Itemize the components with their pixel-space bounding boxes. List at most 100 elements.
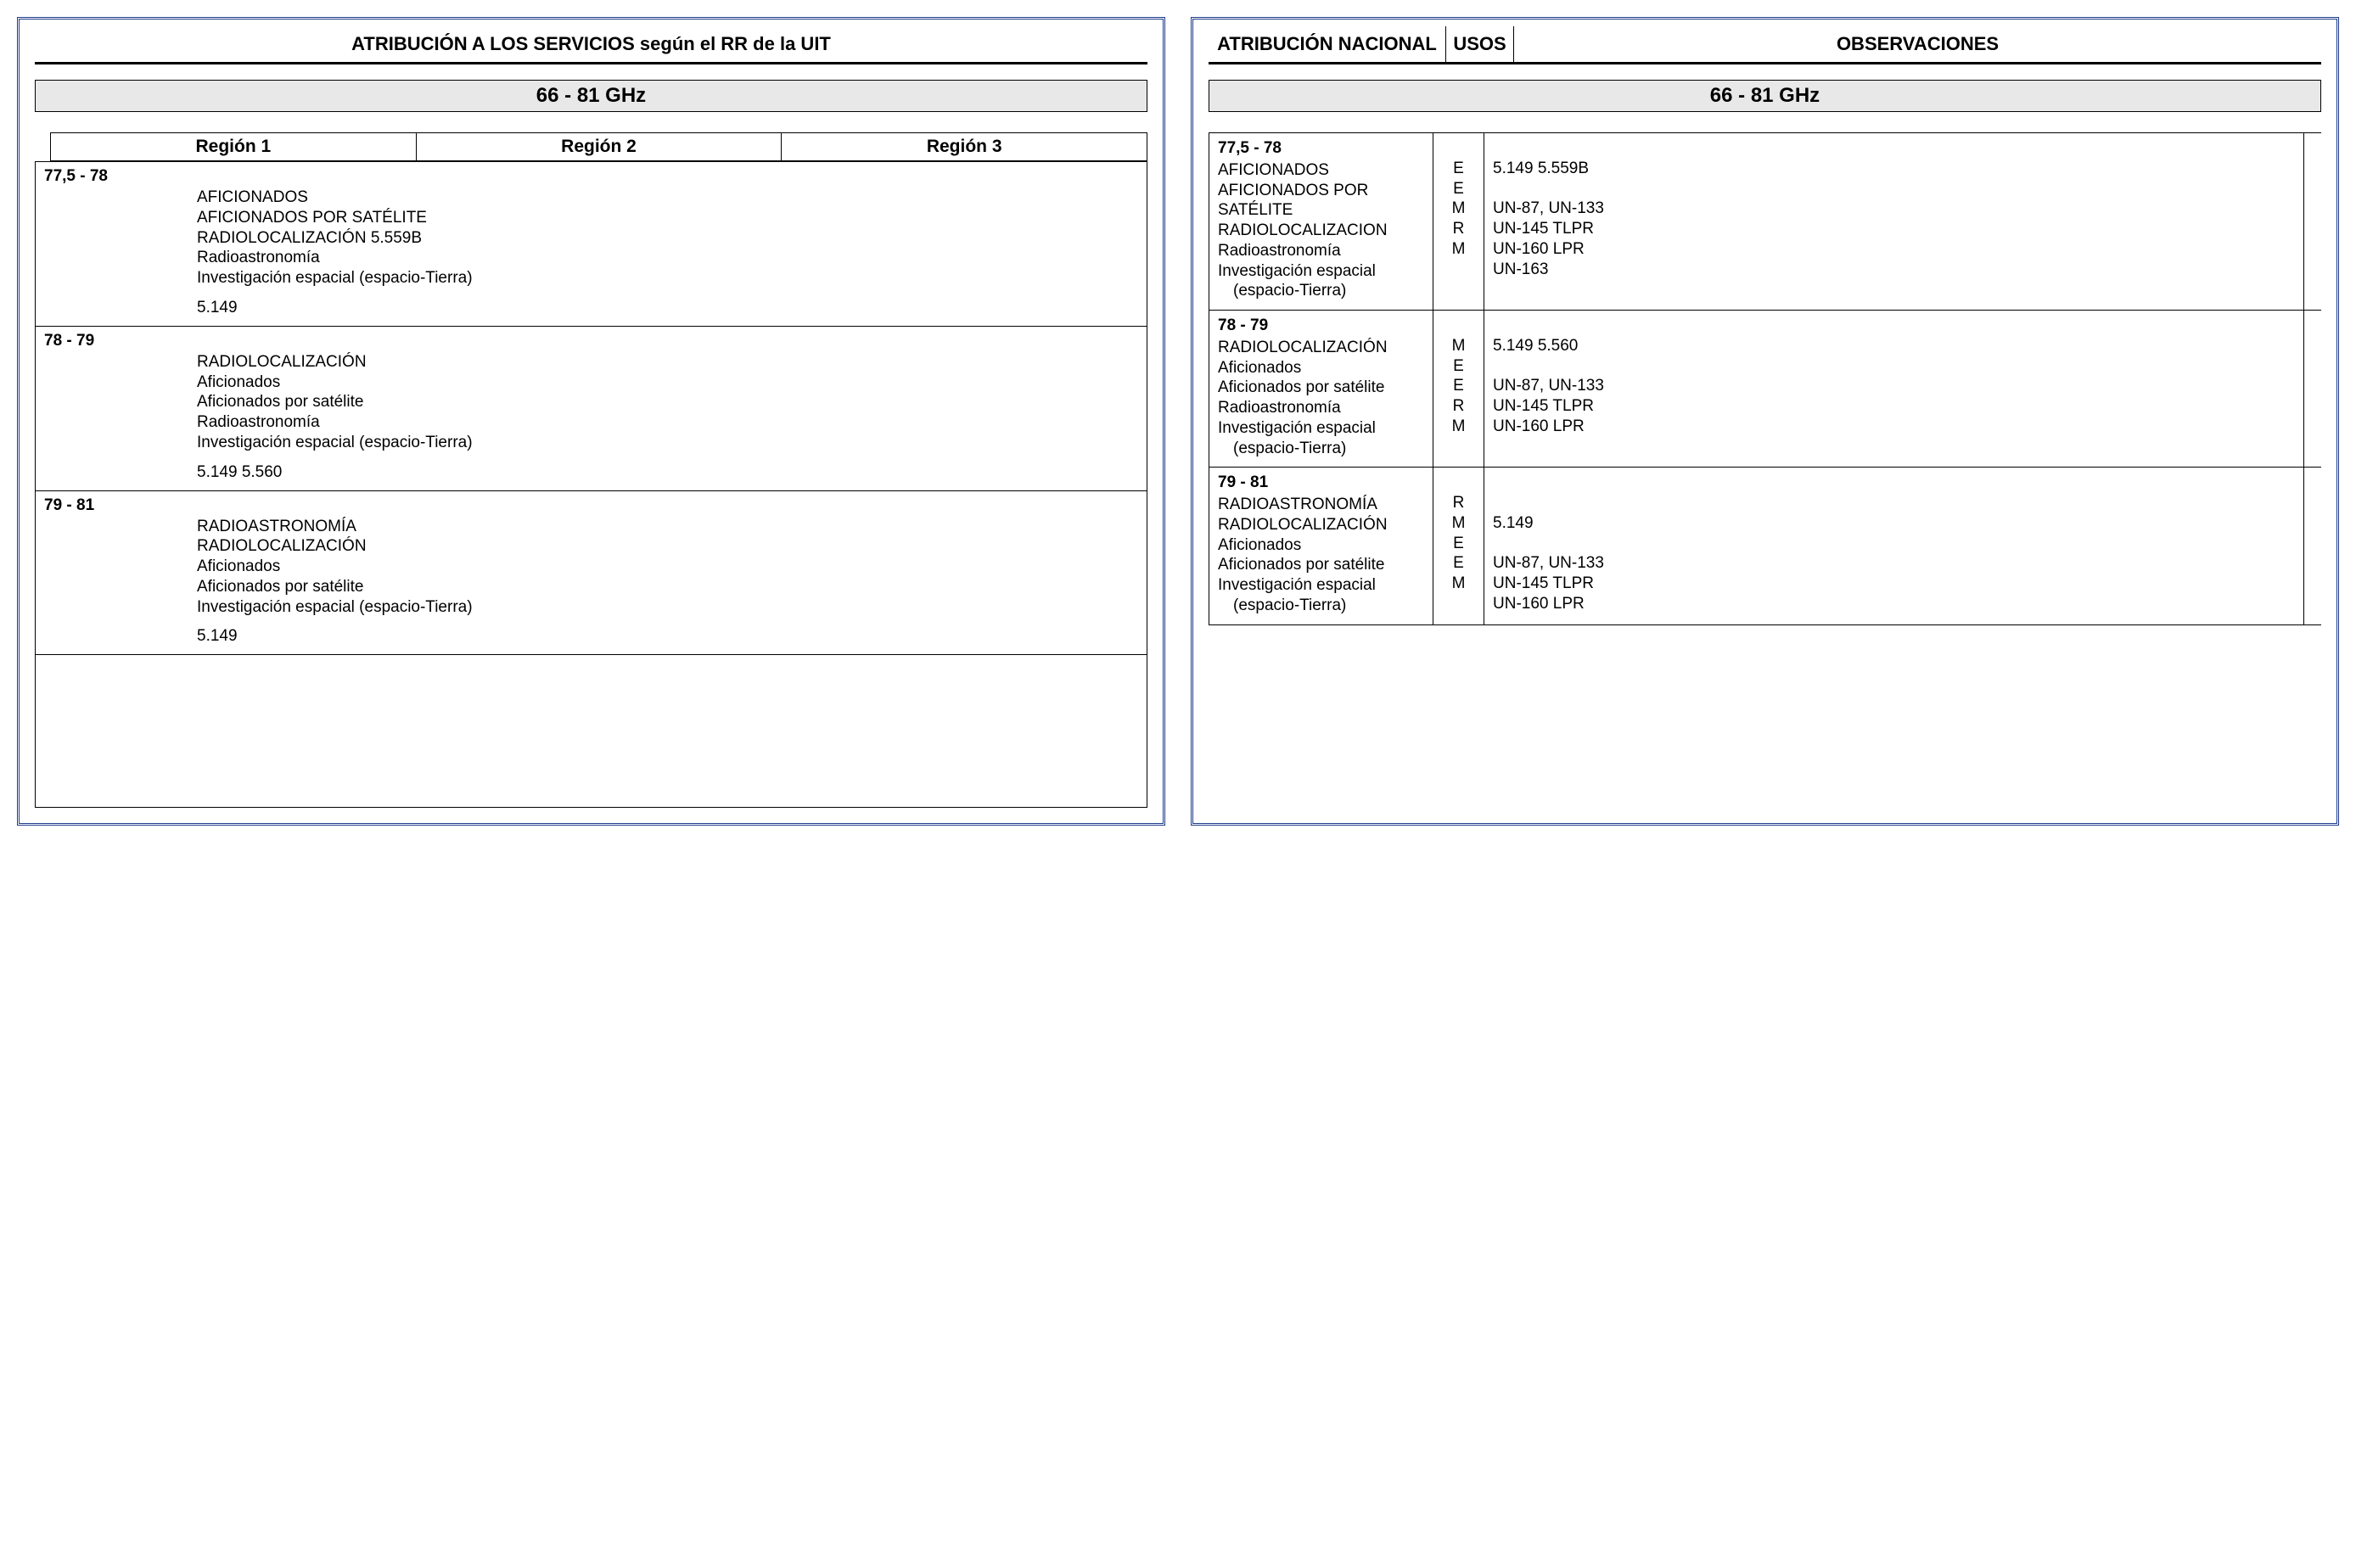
obs-line: 5.149 5.559B	[1493, 159, 2295, 179]
nat-line: (espacio-Tierra)	[1218, 281, 1424, 301]
nat-line: RADIOLOCALIZACIÓN	[1218, 338, 1424, 358]
obs-line: UN-163	[1493, 260, 2295, 280]
nat-line: AFICIONADOS POR SATÉLITE	[1218, 181, 1424, 221]
obs-line: UN-145 TLPR	[1493, 574, 2295, 594]
service-line: Radioastronomía	[197, 248, 1138, 268]
freq-range: 79 - 81	[44, 496, 1138, 515]
freq-range: 77,5 - 78	[44, 167, 1138, 186]
footnote: 5.149 5.560	[197, 463, 1138, 482]
obs-line: UN-160 LPR	[1493, 417, 2295, 437]
nat-line: Investigación espacial	[1218, 575, 1424, 596]
services-list: RADIOASTRONOMÍARADIOLOCALIZACIÓNAficiona…	[197, 517, 1138, 618]
services-list: RADIOLOCALIZACIÓNAficionadosAficionados …	[197, 352, 1138, 453]
col-usos: MEERM	[1433, 311, 1484, 467]
usos-code: E	[1442, 356, 1475, 377]
service-line: Aficionados	[197, 372, 1138, 393]
right-freq-row: 79 - 81RADIOASTRONOMÍARADIOLOCALIZACIÓNA…	[1209, 468, 2321, 624]
service-line: RADIOLOCALIZACIÓN	[197, 352, 1138, 372]
obs-line	[1493, 473, 2295, 493]
service-line: Investigación espacial (espacio-Tierra)	[197, 268, 1138, 288]
freq-range: 78 - 79	[44, 332, 1138, 350]
right-freq-row: 77,5 - 78AFICIONADOSAFICIONADOS POR SATÉ…	[1209, 133, 2321, 311]
obs-line: UN-145 TLPR	[1493, 396, 2295, 417]
obs-line	[1493, 493, 2295, 513]
usos-code: R	[1442, 396, 1475, 417]
col-national: 79 - 81RADIOASTRONOMÍARADIOLOCALIZACIÓNA…	[1209, 468, 1433, 624]
freq-range: 77,5 - 78	[1218, 138, 1424, 159]
obs-line: UN-145 TLPR	[1493, 219, 2295, 239]
obs-line	[1493, 356, 2295, 377]
usos-code: M	[1442, 574, 1475, 594]
nat-line: RADIOASTRONOMÍA	[1218, 495, 1424, 515]
obs-line: 5.149	[1493, 513, 2295, 534]
right-header-obs: OBSERVACIONES	[1514, 26, 2321, 62]
left-band-bar: 66 - 81 GHz	[35, 80, 1147, 112]
nat-line: RADIOLOCALIZACIÓN	[1218, 515, 1424, 535]
region-2: Región 2	[416, 133, 782, 160]
service-line: Investigación espacial (espacio-Tierra)	[197, 433, 1138, 453]
obs-line	[1493, 534, 2295, 554]
region-1: Región 1	[51, 133, 416, 160]
region-header: Región 1 Región 2 Región 3	[50, 132, 1147, 161]
footnote: 5.149	[197, 299, 1138, 317]
page: ATRIBUCIÓN A LOS SERVICIOS según el RR d…	[17, 17, 2339, 826]
obs-line	[1493, 138, 2295, 159]
service-line: RADIOLOCALIZACIÓN	[197, 536, 1138, 557]
left-panel-header: ATRIBUCIÓN A LOS SERVICIOS según el RR d…	[35, 26, 1147, 64]
obs-line: UN-87, UN-133	[1493, 199, 2295, 219]
right-header-usos: USOS	[1446, 26, 1514, 62]
obs-line: UN-160 LPR	[1493, 594, 2295, 614]
col-national: 77,5 - 78AFICIONADOSAFICIONADOS POR SATÉ…	[1209, 133, 1433, 310]
left-header-title: ATRIBUCIÓN A LOS SERVICIOS según el RR d…	[35, 26, 1147, 62]
obs-line: UN-160 LPR	[1493, 239, 2295, 260]
nat-line: Aficionados	[1218, 358, 1424, 378]
service-line: Aficionados	[197, 557, 1138, 577]
nat-line: RADIOLOCALIZACION	[1218, 221, 1424, 241]
usos-code: M	[1442, 417, 1475, 437]
right-panel-header: ATRIBUCIÓN NACIONAL USOS OBSERVACIONES	[1209, 26, 2321, 64]
freq-range: 79 - 81	[1218, 473, 1424, 493]
nat-line: Radioastronomía	[1218, 241, 1424, 261]
nat-line: (espacio-Tierra)	[1218, 596, 1424, 616]
row-pad	[2304, 311, 2321, 467]
usos-code: M	[1442, 513, 1475, 534]
footnote: 5.149	[197, 627, 1138, 646]
row-pad	[2304, 133, 2321, 310]
usos-code	[1442, 316, 1475, 336]
left-freq-block: 79 - 81RADIOASTRONOMÍARADIOLOCALIZACIÓNA…	[36, 490, 1147, 655]
left-freq-block: 78 - 79 RADIOLOCALIZACIÓNAficionadosAfici…	[36, 326, 1147, 490]
nat-line: Investigación espacial	[1218, 261, 1424, 282]
service-line: AFICIONADOS	[197, 188, 1138, 208]
left-blocks: 77,5 - 78 AFICIONADOSAFICIONADOS POR SATÉ…	[35, 161, 1147, 808]
usos-code: M	[1442, 199, 1475, 219]
right-blocks: 77,5 - 78AFICIONADOSAFICIONADOS POR SATÉ…	[1209, 132, 2321, 625]
usos-code	[1442, 138, 1475, 159]
obs-line: UN-87, UN-133	[1493, 553, 2295, 574]
col-observaciones: 5.149 UN-87, UN-133UN-145 TLPRUN-160 LPR	[1484, 468, 2304, 624]
obs-line	[1493, 179, 2295, 199]
service-line: Investigación espacial (espacio-Tierra)	[197, 597, 1138, 618]
nat-line: Aficionados por satélite	[1218, 378, 1424, 398]
usos-code: R	[1442, 219, 1475, 239]
nat-line: Aficionados	[1218, 535, 1424, 556]
obs-line: UN-87, UN-133	[1493, 376, 2295, 396]
service-line: Radioastronomía	[197, 412, 1138, 433]
service-line: Aficionados por satélite	[197, 392, 1138, 412]
service-line: AFICIONADOS POR SATÉLITE	[197, 208, 1138, 228]
service-line: Aficionados por satélite	[197, 577, 1138, 597]
col-national: 78 - 79RADIOLOCALIZACIÓNAficionadosAfici…	[1209, 311, 1433, 467]
left-panel: ATRIBUCIÓN A LOS SERVICIOS según el RR d…	[17, 17, 1165, 826]
freq-range: 78 - 79	[1218, 316, 1424, 336]
region-3: Región 3	[781, 133, 1147, 160]
service-line: RADIOASTRONOMÍA	[197, 517, 1138, 537]
col-observaciones: 5.149 5.560 UN-87, UN-133UN-145 TLPRUN-1…	[1484, 311, 2304, 467]
usos-code: M	[1442, 239, 1475, 260]
usos-code: R	[1442, 493, 1475, 513]
obs-line: 5.149 5.560	[1493, 336, 2295, 356]
col-usos: RMEEM	[1433, 468, 1484, 624]
usos-code: E	[1442, 159, 1475, 179]
usos-code: M	[1442, 336, 1475, 356]
nat-line: AFICIONADOS	[1218, 160, 1424, 181]
col-usos: EEMRM	[1433, 133, 1484, 310]
usos-code: E	[1442, 179, 1475, 199]
